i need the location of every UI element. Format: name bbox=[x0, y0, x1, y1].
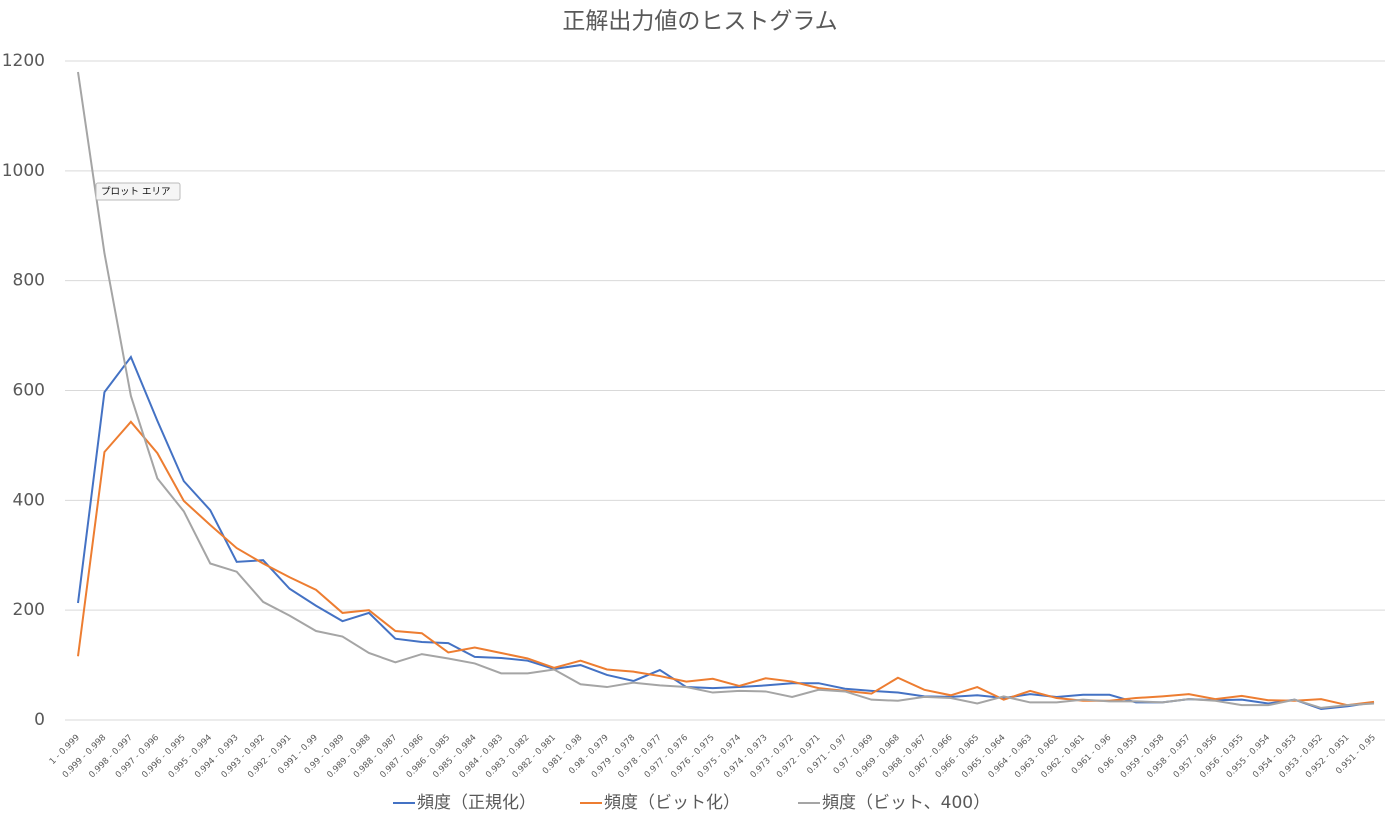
chart-title: 正解出力値のヒストグラム bbox=[562, 9, 837, 35]
y-tick-label: 0 bbox=[34, 710, 45, 730]
series-line bbox=[77, 71, 1375, 709]
y-tick-label: 1200 bbox=[2, 51, 45, 71]
series-line bbox=[77, 355, 1375, 711]
y-tick-label: 800 bbox=[13, 271, 45, 291]
y-tick-label: 200 bbox=[13, 600, 45, 620]
tooltip-box bbox=[95, 182, 181, 201]
legend-label: 頻度（ビット、400） bbox=[822, 793, 990, 813]
legend-label: 頻度（ビット化） bbox=[604, 793, 740, 813]
y-tick-label: 400 bbox=[13, 490, 45, 510]
y-tick-label: 1000 bbox=[2, 161, 45, 181]
legend-label: 頻度（正規化） bbox=[417, 793, 536, 813]
y-tick-label: 600 bbox=[13, 381, 45, 401]
tooltip-text: プロット エリア bbox=[101, 187, 171, 198]
series-line bbox=[77, 420, 1375, 707]
